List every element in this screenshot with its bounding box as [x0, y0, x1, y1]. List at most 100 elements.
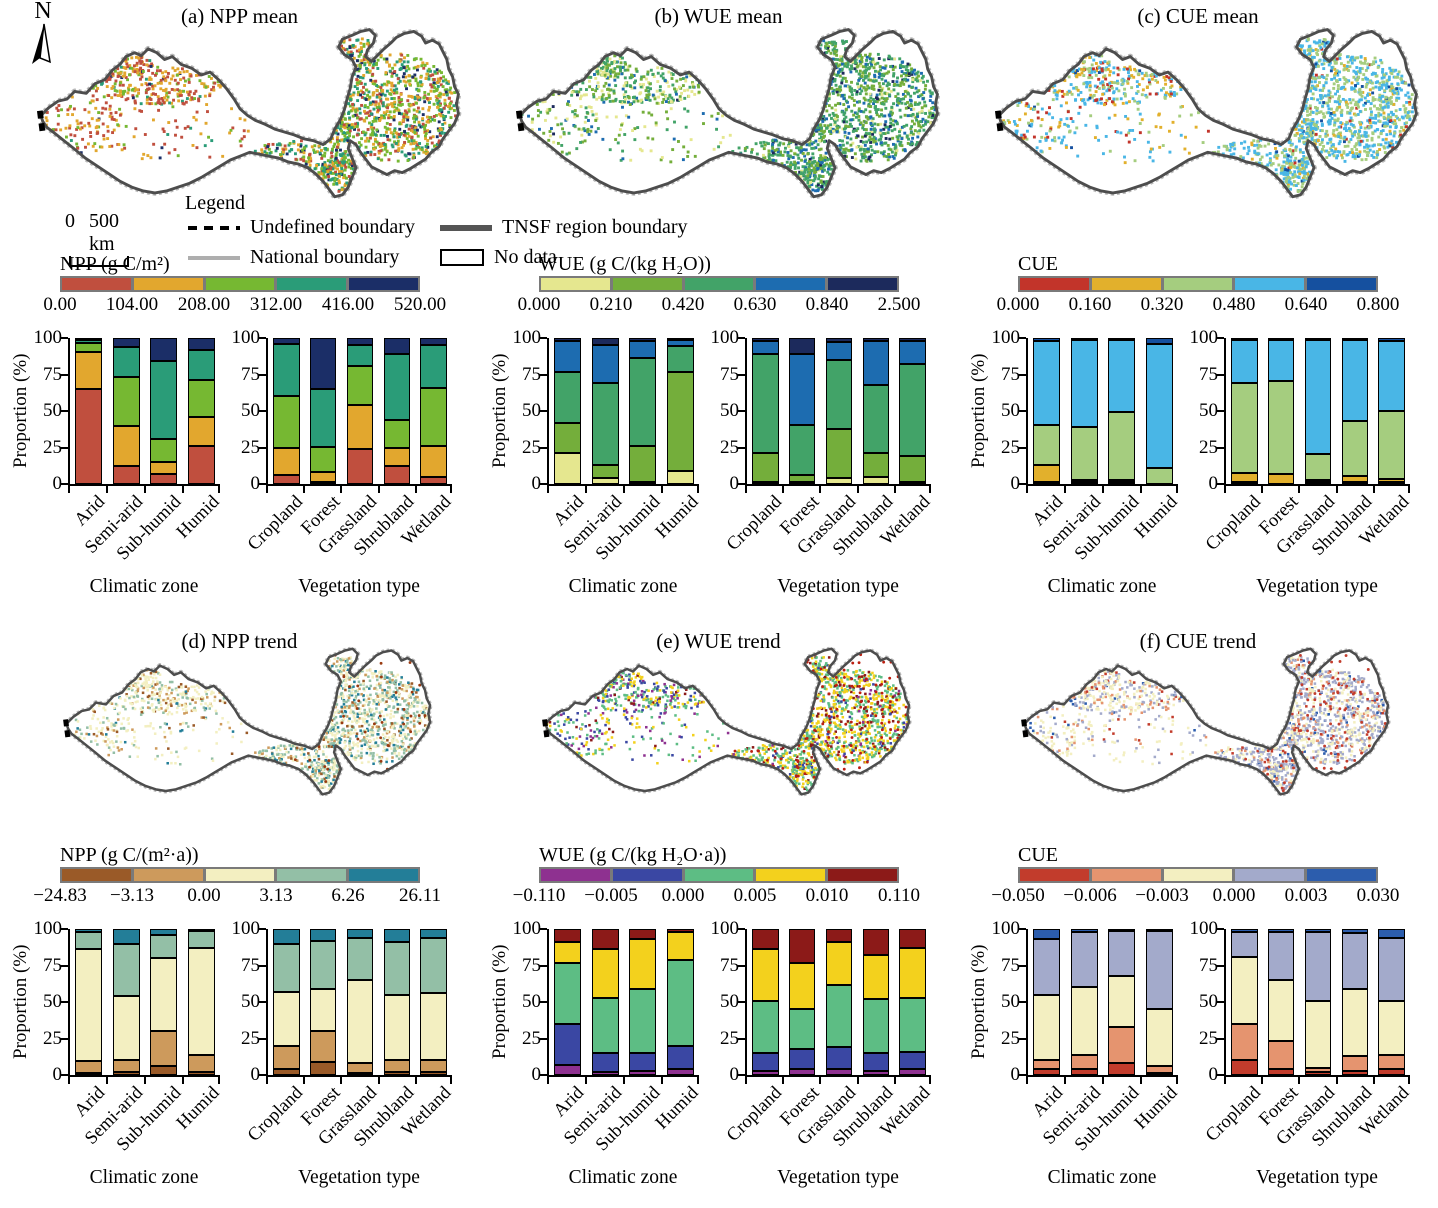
bar-segment	[75, 340, 103, 343]
bar-segment	[1378, 1000, 1405, 1055]
legend-label: TNSF region boundary	[502, 216, 688, 238]
bar-slot	[70, 929, 108, 1075]
x-tick-mark	[547, 1077, 549, 1084]
y-tick-mark	[258, 1037, 266, 1040]
y-tick-labels: 100 75 50 25 0	[709, 327, 745, 494]
bar-segment	[899, 1051, 926, 1070]
bar-segment	[112, 1072, 140, 1075]
bar-segment	[1341, 340, 1369, 422]
y-tick-mark	[539, 373, 547, 376]
bar-segment	[112, 377, 140, 426]
compass-arrow-icon	[32, 23, 51, 64]
bar-segment	[862, 929, 890, 956]
x-tick-mark	[1064, 486, 1066, 493]
bar-segment	[666, 929, 694, 932]
bar-slot	[1373, 929, 1410, 1075]
x-tick-mark	[1224, 1077, 1226, 1084]
bar-segment	[1378, 929, 1405, 938]
bar-slot	[1300, 338, 1337, 484]
bar-segment	[629, 1053, 657, 1071]
y-tick-mark	[60, 410, 68, 412]
bar-segment	[112, 943, 140, 997]
bar-segment	[309, 988, 337, 1032]
bar-slot	[1028, 929, 1066, 1075]
chart-c-climatic: Proportion (%) 100 75 50 25 0 Arid Semi-arid Sub…	[968, 327, 1181, 597]
bar-segment	[1070, 1054, 1098, 1070]
y-tick-mark	[1216, 964, 1224, 967]
bar-slot	[1263, 338, 1300, 484]
colorbar-tick-label: 0.000	[1212, 885, 1256, 906]
y-tick-mark	[1018, 373, 1026, 376]
bar-semi-arid	[112, 338, 140, 484]
scale-bracket	[69, 256, 129, 267]
bar-segment	[1267, 380, 1295, 474]
bar-segment	[1341, 476, 1369, 482]
colorbar-segment	[828, 278, 897, 290]
y-tick-label: 100	[512, 327, 542, 348]
thick-line-swatch	[440, 224, 492, 231]
bar-shrubland	[383, 929, 411, 1075]
y-tick-label: 25	[43, 436, 62, 458]
y-tick-mark	[1018, 1074, 1026, 1076]
x-tick-mark	[819, 486, 822, 493]
bar-segment	[273, 396, 300, 448]
bar-segment	[1231, 931, 1258, 957]
colorbar-tick-label: 6.26	[331, 885, 365, 906]
bar-segment	[273, 943, 300, 992]
bar-sub-humid	[629, 338, 657, 484]
y-tick-mark	[258, 928, 266, 930]
bar-segment	[752, 949, 779, 1001]
bar-sub-humid	[1108, 928, 1136, 1075]
x-axis-title: Vegetation type	[777, 1167, 899, 1188]
bar-segment	[346, 405, 374, 449]
colorbar-tick-label: 0.840	[805, 294, 849, 315]
bar-segment	[420, 929, 447, 938]
bar-segment	[591, 345, 619, 384]
colorbar-c-title: CUE	[1018, 253, 1058, 275]
bar-slot	[1066, 338, 1104, 484]
y-tick-mark	[1216, 410, 1224, 412]
bar-segment	[1070, 480, 1098, 482]
x-tick-mark	[340, 1077, 343, 1084]
bar-segment	[112, 338, 140, 347]
bar-segment	[554, 340, 582, 372]
bar-segment	[629, 939, 657, 989]
bar-segment	[788, 1048, 816, 1070]
bar-segment	[554, 453, 582, 484]
y-tick-mark	[737, 337, 745, 339]
bar-segment	[150, 958, 178, 1032]
bar-segment	[752, 1000, 779, 1054]
x-tick-mark	[377, 1077, 380, 1084]
y-tick-label: 100	[991, 327, 1021, 348]
y-tick-label: 100	[1189, 918, 1219, 939]
bar-segment	[1341, 988, 1369, 1057]
bar-segment	[1304, 338, 1332, 340]
colorbar-tick-label: 0.640	[1284, 294, 1328, 315]
bar-semi-arid	[591, 338, 619, 484]
north-label: N	[34, 0, 52, 24]
map-npp-mean	[36, 26, 462, 200]
colorbar-tick-label: 0.210	[589, 294, 633, 315]
bar-segment	[75, 1061, 103, 1073]
bar-wetland	[1378, 929, 1405, 1075]
panel-d-title: (d) NPP trend	[181, 629, 298, 653]
y-tick-label: 0	[1208, 473, 1219, 494]
bar-segment	[1378, 340, 1405, 411]
colorbar-tick-label: 0.480	[1212, 294, 1256, 315]
bar-segment	[187, 929, 215, 931]
bar-humid	[187, 338, 215, 484]
bar-segment	[1341, 1070, 1369, 1075]
colorbar-tick-label: 0.420	[661, 294, 705, 315]
colorbar-tick-label: −0.110	[512, 885, 566, 906]
bar-segment	[187, 1072, 215, 1075]
y-tick-labels: 100 75 50 25 0	[32, 327, 68, 494]
x-axis-title: Vegetation type	[1256, 1167, 1378, 1188]
bar-segment	[383, 447, 411, 467]
bar-segment	[752, 929, 779, 950]
bar-segment	[666, 1069, 694, 1075]
x-tick-mark	[68, 486, 70, 493]
bar-slot	[587, 929, 625, 1075]
bar-segment	[1108, 976, 1136, 1027]
bar-segment	[187, 446, 215, 484]
